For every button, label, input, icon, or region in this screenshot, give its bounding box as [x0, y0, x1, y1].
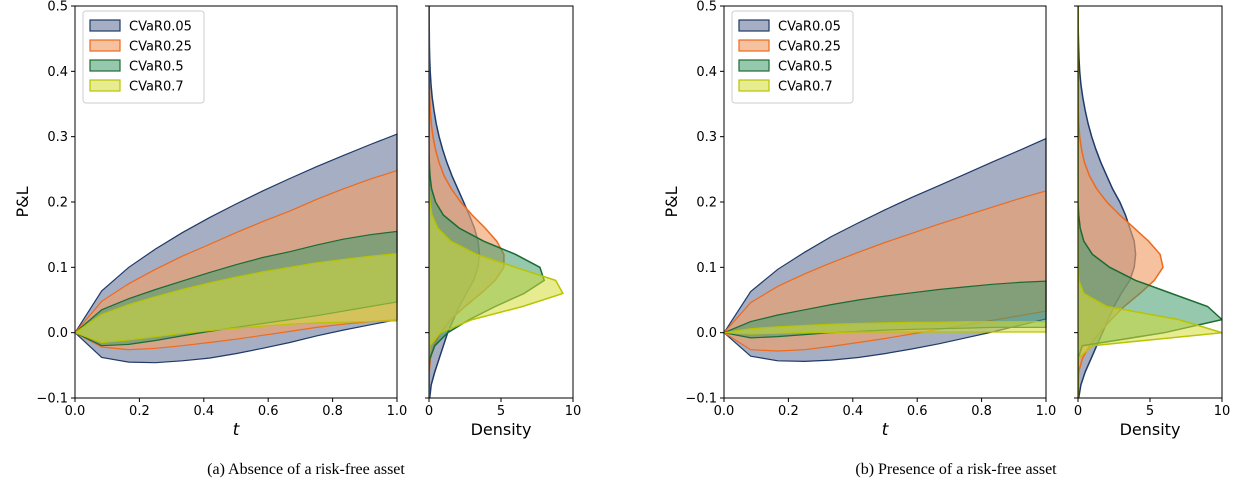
caption-b: (b) Presence of a risk-free asset — [855, 461, 1057, 478]
b-legend-label: CVaR0.7 — [778, 80, 833, 95]
a-xtick-label: 0.0 — [65, 404, 86, 419]
b-legend-swatch — [738, 19, 770, 32]
b-dens-xlabel: Density — [1120, 420, 1181, 439]
b-legend-swatch — [738, 79, 770, 92]
b-xtick-label: 1.0 — [1036, 404, 1057, 419]
b-ylabel: P&L — [662, 186, 681, 217]
b-dens-xtick-label: 5 — [1146, 404, 1154, 419]
b-ytick-label: 0.4 — [696, 65, 717, 80]
a-dens-xtick-label: 10 — [565, 404, 582, 419]
b-dens-plot-area — [1078, 6, 1222, 398]
a-dens-plot-area — [429, 6, 564, 398]
a-ytick-label: 0.5 — [47, 0, 68, 15]
b-legend-label: CVaR0.5 — [778, 60, 833, 75]
b-ytick-label: 0.3 — [696, 130, 717, 145]
a-ytick-label: 0.2 — [47, 196, 68, 211]
a-dens-density-fill-CVaR0_7 — [429, 6, 563, 398]
a-legend-swatch — [89, 79, 121, 92]
caption-a: (a) Absence of a risk-free asset — [207, 461, 405, 478]
b-ytick-label: 0.1 — [696, 261, 717, 276]
b-dens-density-fill-CVaR0_5 — [1078, 6, 1222, 398]
a-legend-swatch — [89, 39, 121, 52]
a-legend-swatch — [89, 19, 121, 32]
a-legend-label: CVaR0.25 — [129, 40, 192, 55]
panel-b-density: 0 5 10 Density — [1074, 5, 1231, 439]
a-ytick-label: 0.1 — [47, 261, 68, 276]
a-dens-density-curve-CVaR0_5 — [429, 6, 546, 398]
b-xtick-label: 0.6 — [907, 404, 928, 419]
b-xtick-label: 0.4 — [842, 404, 863, 419]
b-dens-xtick-label: 10 — [1214, 404, 1231, 419]
b-dens-density-fill-CVaR0_7 — [1078, 6, 1222, 398]
b-xtick-label: 0.8 — [971, 404, 992, 419]
a-xtick-label: 0.2 — [129, 404, 150, 419]
a-ytick-label: −0.1 — [36, 392, 68, 407]
panel-a-density: 0 5 10 Density — [425, 5, 582, 439]
a-ylabel: P&L — [13, 186, 32, 217]
b-dens-xtick-label: 0 — [1074, 404, 1082, 419]
b-ytick-label: 0.0 — [696, 326, 717, 341]
a-xtick-label: 0.6 — [258, 404, 279, 419]
a-xtick-label: 1.0 — [387, 404, 408, 419]
b-ytick-label: 0.2 — [696, 196, 717, 211]
a-legend: CVaR0.05 CVaR0.25 CVaR0.5 CVaR0.7 — [82, 10, 205, 104]
a-ytick-label: 0.4 — [47, 65, 68, 80]
a-ytick-label: 0.0 — [47, 326, 68, 341]
a-xtick-label: 0.4 — [193, 404, 214, 419]
a-dens-xlabel: Density — [471, 420, 532, 439]
panel-b-pnl-bands: 0.0 0.2 0.4 0.6 0.8 1.0−0.10.00.10.20.30.40.5… — [662, 0, 1056, 440]
panel-a-pnl-bands: 0.0 0.2 0.4 0.6 0.8 1.0−0.10.00.10.20.30.40.5… — [13, 0, 407, 440]
a-xlabel: t — [233, 420, 241, 440]
b-legend-swatch — [738, 39, 770, 52]
a-legend-swatch — [89, 59, 121, 72]
a-xtick-label: 0.8 — [322, 404, 343, 419]
a-dens-xtick-label: 5 — [497, 404, 505, 419]
b-xtick-label: 0.0 — [714, 404, 735, 419]
a-legend-label: CVaR0.5 — [129, 60, 184, 75]
b-ytick-label: −0.1 — [685, 392, 717, 407]
b-legend-label: CVaR0.05 — [778, 20, 841, 35]
b-legend-label: CVaR0.25 — [778, 40, 841, 55]
b-ytick-label: 0.5 — [696, 0, 717, 15]
b-legend: CVaR0.05 CVaR0.25 CVaR0.5 CVaR0.7 — [731, 10, 854, 104]
a-dens-density-curve-CVaR0_7 — [429, 6, 564, 398]
b-xtick-label: 0.2 — [778, 404, 799, 419]
a-ytick-label: 0.3 — [47, 130, 68, 145]
b-xlabel: t — [882, 420, 890, 440]
a-legend-label: CVaR0.05 — [129, 20, 192, 35]
b-legend-swatch — [738, 59, 770, 72]
a-dens-xtick-label: 0 — [425, 404, 433, 419]
a-legend-label: CVaR0.7 — [129, 80, 184, 95]
